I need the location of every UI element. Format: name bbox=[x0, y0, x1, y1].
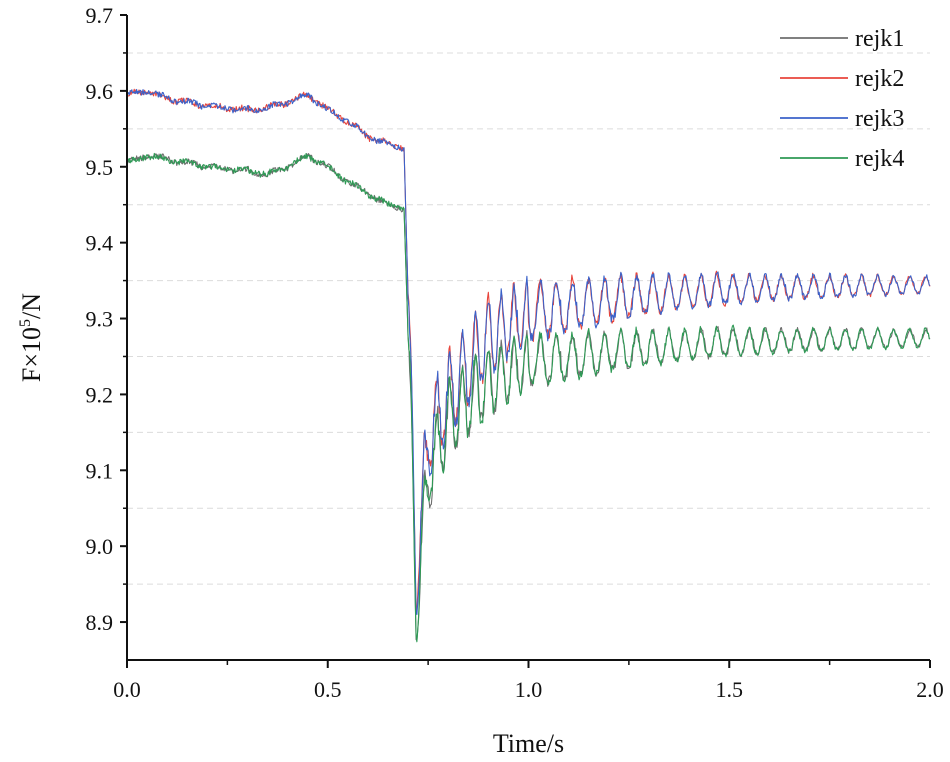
y-tick-label: 9.2 bbox=[86, 382, 114, 407]
x-tick-label: 1.5 bbox=[716, 677, 744, 702]
y-tick-label: 9.6 bbox=[86, 79, 114, 104]
y-tick-label: 9.0 bbox=[86, 534, 114, 559]
x-tick-label: 0.5 bbox=[314, 677, 342, 702]
series-line-rejk1 bbox=[126, 153, 931, 642]
y-tick-label: 9.3 bbox=[86, 307, 114, 332]
legend-label-rejk4: rejk4 bbox=[855, 146, 904, 172]
legend: rejk1 rejk2 rejk3 rejk4 bbox=[780, 26, 904, 172]
series-line-rejk3 bbox=[126, 88, 931, 616]
series-line-rejk4 bbox=[126, 152, 931, 643]
y-axis-title-suffix: /N bbox=[17, 293, 46, 319]
legend-label-rejk2: rejk2 bbox=[855, 66, 904, 92]
x-tick-label: 2.0 bbox=[916, 677, 944, 702]
y-tick-label: 9.5 bbox=[86, 155, 114, 180]
legend-label-rejk1: rejk1 bbox=[855, 26, 904, 52]
y-tick-label: 9.7 bbox=[86, 3, 114, 28]
x-tick-label: 1.0 bbox=[515, 677, 543, 702]
y-tick-label: 9.1 bbox=[86, 458, 114, 483]
y-axis-title: F×105/N bbox=[17, 293, 46, 382]
x-axis-title: Time/s bbox=[493, 729, 564, 758]
legend-label-rejk3: rejk3 bbox=[855, 106, 904, 132]
tick-labels: 8.9 9.0 9.1 9.2 9.3 9.4 9.5 9.6 9.7 0.0 0.5 1.0 1.5 2… bbox=[86, 3, 944, 702]
y-axis-title-exponent: 5 bbox=[17, 319, 34, 327]
y-tick-label: 8.9 bbox=[86, 610, 114, 635]
y-tick-label: 9.4 bbox=[86, 231, 114, 256]
series-lines bbox=[126, 88, 931, 643]
y-axis-title-base: F×10 bbox=[17, 327, 46, 382]
x-tick-label: 0.0 bbox=[113, 677, 141, 702]
